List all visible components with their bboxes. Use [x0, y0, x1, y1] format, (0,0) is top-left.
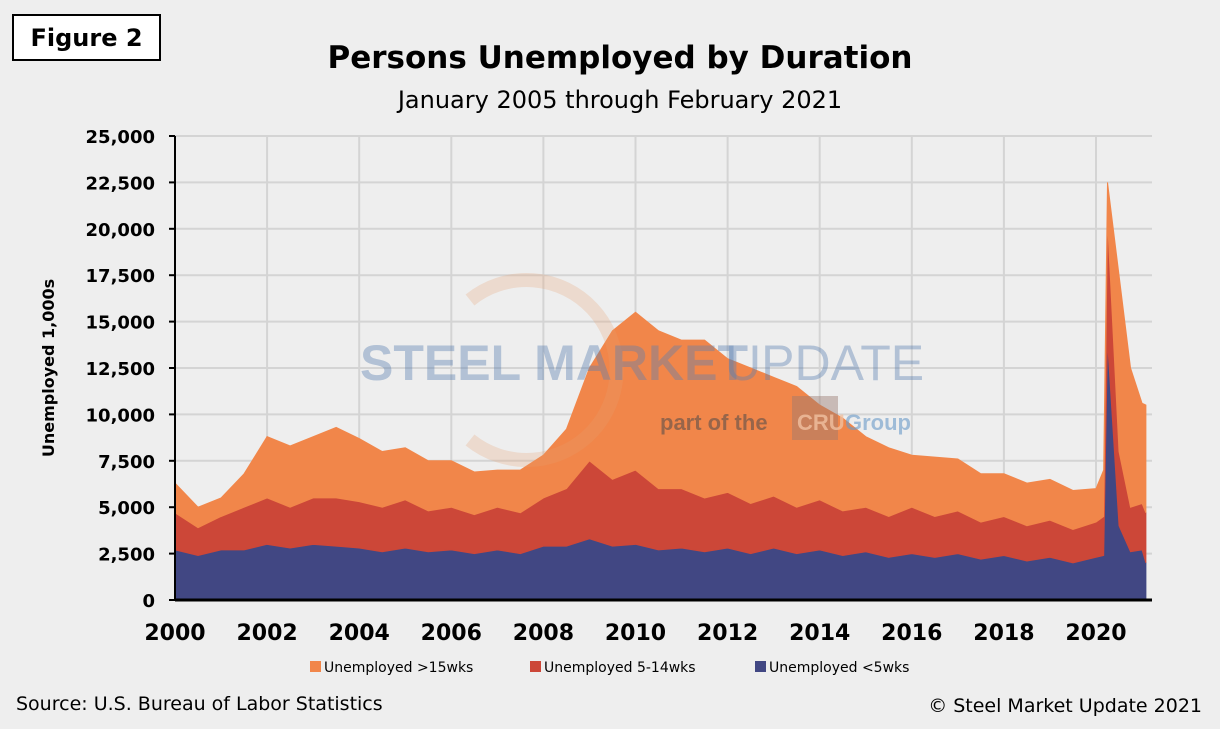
watermark-update: UPDATE: [725, 335, 924, 391]
x-tick-label: 2002: [236, 621, 297, 646]
watermark-group: Group: [845, 410, 911, 435]
copyright-note: © Steel Market Update 2021: [928, 695, 1202, 717]
x-tick-label: 2018: [973, 621, 1034, 646]
legend-label: Unemployed 5-14wks: [544, 660, 696, 676]
x-tick-label: 2016: [881, 621, 942, 646]
y-axis-label: Unemployed 1,000s: [39, 279, 58, 457]
y-tick-label: 15,000: [86, 313, 155, 334]
x-tick-label: 2012: [697, 621, 758, 646]
source-note: Source: U.S. Bureau of Labor Statistics: [16, 693, 383, 715]
legend-swatch: [310, 661, 321, 672]
figure-label: Figure 2: [12, 14, 161, 61]
x-tick-label: 2020: [1065, 621, 1126, 646]
y-tick-label: 20,000: [86, 220, 155, 241]
legend-label: Unemployed <5wks: [769, 660, 909, 676]
y-tick-label: 7,500: [98, 452, 155, 473]
watermark-cru: CRU: [797, 410, 845, 435]
y-tick-label: 12,500: [86, 359, 155, 380]
chart-title: Persons Unemployed by Duration: [327, 40, 913, 76]
x-tick-label: 2008: [513, 621, 574, 646]
y-tick-label: 17,500: [86, 266, 155, 287]
y-tick-label: 22,500: [86, 173, 155, 194]
x-tick-label: 2014: [789, 621, 850, 646]
watermark-logo: STEEL MARKET UPDATE part of the CRU Grou…: [360, 273, 924, 467]
y-tick-label: 0: [142, 591, 155, 612]
x-tick-label: 2010: [605, 621, 666, 646]
chart-subtitle: January 2005 through February 2021: [397, 86, 843, 114]
legend-swatch: [755, 661, 766, 672]
y-tick-label: 2,500: [98, 545, 155, 566]
watermark-steel-market: STEEL MARKET: [360, 335, 748, 391]
x-tick-label: 2004: [329, 621, 390, 646]
y-tick-label: 10,000: [86, 405, 155, 426]
y-tick-label: 25,000: [86, 127, 155, 148]
watermark-cru-box: [792, 396, 838, 440]
x-tick-label: 2006: [421, 621, 482, 646]
legend-swatch: [530, 661, 541, 672]
y-tick-label: 5,000: [98, 498, 155, 519]
x-tick-label: 2000: [144, 621, 205, 646]
watermark-part-of-the: part of the: [660, 410, 768, 435]
watermark-arc: [465, 273, 624, 467]
legend-label: Unemployed >15wks: [324, 660, 473, 676]
area-unemployed-15wks: [174, 182, 1147, 531]
